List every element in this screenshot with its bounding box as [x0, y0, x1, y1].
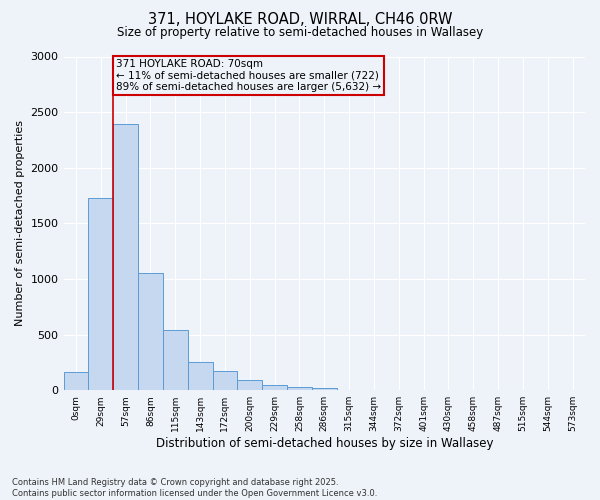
Bar	[88, 198, 113, 390]
Y-axis label: Number of semi-detached properties: Number of semi-detached properties	[15, 120, 25, 326]
Text: Contains HM Land Registry data © Crown copyright and database right 2025.
Contai: Contains HM Land Registry data © Crown c…	[12, 478, 377, 498]
Bar	[64, 372, 88, 390]
Bar	[287, 387, 312, 390]
Bar	[113, 124, 138, 390]
Text: Size of property relative to semi-detached houses in Wallasey: Size of property relative to semi-detach…	[117, 26, 483, 39]
Text: 371 HOYLAKE ROAD: 70sqm
← 11% of semi-detached houses are smaller (722)
89% of s: 371 HOYLAKE ROAD: 70sqm ← 11% of semi-de…	[116, 58, 381, 92]
Bar	[138, 274, 163, 390]
Bar	[238, 380, 262, 390]
X-axis label: Distribution of semi-detached houses by size in Wallasey: Distribution of semi-detached houses by …	[155, 437, 493, 450]
Bar	[188, 362, 212, 390]
Bar	[163, 330, 188, 390]
Text: 371, HOYLAKE ROAD, WIRRAL, CH46 0RW: 371, HOYLAKE ROAD, WIRRAL, CH46 0RW	[148, 12, 452, 28]
Bar	[212, 372, 238, 390]
Bar	[262, 385, 287, 390]
Bar	[312, 388, 337, 390]
